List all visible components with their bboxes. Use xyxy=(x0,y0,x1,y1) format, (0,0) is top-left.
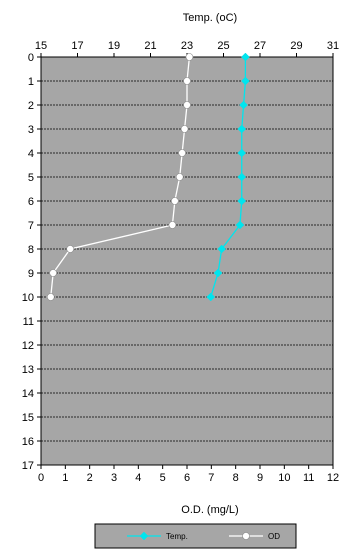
top-tick-label: 19 xyxy=(108,40,120,52)
data-point xyxy=(183,101,191,109)
bottom-tick-label: 5 xyxy=(160,472,166,484)
data-point xyxy=(183,77,191,85)
depth-tick-label: 9 xyxy=(28,268,34,280)
legend-marker xyxy=(242,532,250,540)
data-point xyxy=(241,52,250,62)
depth-tick-label: 8 xyxy=(28,244,34,256)
data-point xyxy=(237,148,247,158)
top-tick-label: 15 xyxy=(35,40,47,52)
data-point xyxy=(46,293,55,301)
data-point xyxy=(235,220,245,230)
bottom-tick-label: 2 xyxy=(87,472,93,484)
data-point xyxy=(206,292,216,302)
plot-area xyxy=(40,56,334,466)
data-point xyxy=(237,196,247,206)
top-tick-label: 23 xyxy=(181,40,193,52)
top-tick-label: 21 xyxy=(144,40,156,52)
bottom-tick-label: 10 xyxy=(278,472,290,484)
data-point xyxy=(178,149,186,157)
depth-tick-label: 13 xyxy=(22,364,34,376)
bottom-tick-label: 3 xyxy=(111,472,117,484)
data-point xyxy=(49,269,57,277)
depth-tick-label: 7 xyxy=(28,220,34,232)
data-point xyxy=(175,173,184,181)
top-tick-label: 27 xyxy=(254,40,266,52)
bottom-tick-label: 6 xyxy=(184,472,190,484)
data-point xyxy=(66,245,74,253)
depth-tick-label: 17 xyxy=(22,460,34,472)
series-layer xyxy=(46,52,250,302)
depth-tick-label: 1 xyxy=(28,76,34,88)
data-point xyxy=(217,244,227,254)
bottom-tick-label: 4 xyxy=(135,472,141,484)
data-point xyxy=(237,124,247,134)
legend-marker xyxy=(139,531,149,541)
bottom-tick-label: 1 xyxy=(62,472,68,484)
top-axis-title: Temp. (oC) xyxy=(183,12,237,24)
depth-tick-label: 11 xyxy=(23,316,34,328)
depth-tick-label: 4 xyxy=(28,148,34,160)
legend-label: OD xyxy=(268,532,280,541)
bottom-tick-label: 0 xyxy=(38,472,44,484)
series-temp xyxy=(206,52,250,302)
data-point xyxy=(185,53,194,61)
data-point xyxy=(241,76,250,86)
top-tick-label: 17 xyxy=(71,40,83,52)
legend-label: Temp. xyxy=(166,532,188,541)
depth-tick-label: 3 xyxy=(28,124,34,136)
data-point xyxy=(180,125,189,133)
depth-tick-label: 12 xyxy=(22,340,34,352)
bottom-tick-label: 8 xyxy=(233,472,239,484)
depth-tick-label: 2 xyxy=(28,100,34,112)
bottom-axis-title: O.D. (mg/L) xyxy=(181,504,238,516)
top-axis-ticks: 15 17 19 21 23 25 27 29 31 xyxy=(35,40,339,57)
bottom-tick-label: 9 xyxy=(257,472,263,484)
depth-tick-label: 0 xyxy=(28,52,34,64)
data-point xyxy=(213,268,223,278)
data-point xyxy=(168,221,177,229)
top-tick-label: 29 xyxy=(290,40,302,52)
depth-tick-label: 16 xyxy=(22,436,34,448)
depth-tick-label: 5 xyxy=(28,172,34,184)
bottom-tick-label: 11 xyxy=(303,472,314,484)
depth-tick-label: 15 xyxy=(22,412,34,424)
legend: Temp. OD xyxy=(94,523,297,549)
bottom-tick-label: 7 xyxy=(208,472,214,484)
top-tick-label: 31 xyxy=(327,40,339,52)
legend-box xyxy=(94,523,297,549)
depth-tick-label: 14 xyxy=(22,388,34,400)
data-point xyxy=(239,100,248,110)
bottom-tick-label: 12 xyxy=(327,472,339,484)
series-od xyxy=(46,53,194,301)
data-point xyxy=(237,172,247,182)
bottom-axis-ticks: 0 1 2 3 4 5 6 7 8 9 10 11 12 xyxy=(38,465,339,484)
data-point xyxy=(171,197,179,205)
depth-tick-label: 6 xyxy=(28,196,34,208)
depth-tick-label: 10 xyxy=(22,292,34,304)
top-tick-label: 25 xyxy=(217,40,229,52)
